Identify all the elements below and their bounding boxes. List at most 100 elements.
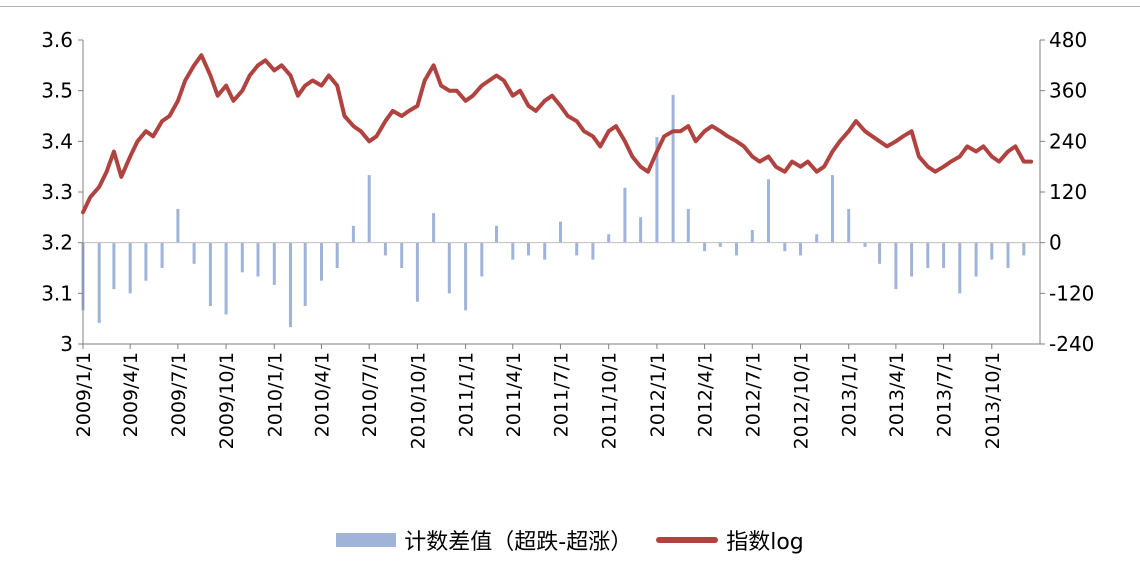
x-tick-label: 2013/7/1 <box>934 352 956 437</box>
bar-2013/3/1 <box>878 242 882 264</box>
x-tick-label: 2013/10/1 <box>982 352 1004 449</box>
left-tick-label: 3.2 <box>41 231 73 255</box>
right-tick-label: 360 <box>1049 79 1087 103</box>
left-tick-label: 3.6 <box>41 28 73 52</box>
bar-2010/10/1 <box>415 242 419 302</box>
legend-line-label: 指数log <box>726 530 804 555</box>
bar-2010/2/1 <box>289 242 292 328</box>
bar-2012/2/1 <box>671 94 675 243</box>
left-tick-label: 3.1 <box>41 281 73 305</box>
bar-2013/10/1 <box>990 242 994 260</box>
x-tick-label: 2009/10/1 <box>216 352 238 449</box>
bar-2011/6/1 <box>543 242 547 260</box>
bar-2013/5/1 <box>910 242 914 277</box>
bar-2009/8/1 <box>192 242 196 264</box>
bar-2013/4/1 <box>894 242 898 290</box>
bar-2010/9/1 <box>400 242 404 268</box>
bar-2010/11/1 <box>432 213 436 243</box>
x-tick-label: 2009/4/1 <box>120 352 142 437</box>
legend-item-bars: 计数差值（超跌-超涨） <box>336 524 632 556</box>
x-tick-label: 2010/10/1 <box>407 352 429 449</box>
bar-2013/7/1 <box>942 242 946 268</box>
top-border <box>0 6 1140 7</box>
x-tick-label: 2013/1/1 <box>839 352 861 437</box>
x-tick-label: 2012/7/1 <box>742 352 764 437</box>
legend-item-line: 指数log <box>656 524 804 556</box>
bar-2012/1/1 <box>655 137 659 243</box>
bar-2009/11/1 <box>240 242 244 273</box>
x-tick-label: 2011/1/1 <box>456 352 478 437</box>
bar-2012/8/1 <box>767 179 770 243</box>
bar-2011/7/1 <box>559 221 562 243</box>
bars-series <box>81 94 1026 328</box>
left-tick-label: 3.5 <box>41 79 73 103</box>
legend-bar-swatch <box>336 533 397 547</box>
bar-2012/3/1 <box>686 208 690 243</box>
bar-2011/5/1 <box>527 242 530 256</box>
right-tick-label: 0 <box>1049 231 1062 255</box>
bar-2013/11/1 <box>1006 242 1010 268</box>
x-tick-label: 2011/4/1 <box>503 352 525 437</box>
line-series <box>81 53 1034 215</box>
right-tick-label: -240 <box>1049 332 1094 356</box>
right-tick-label: 120 <box>1049 180 1087 204</box>
x-tick-label: 2009/1/1 <box>73 352 95 437</box>
legend-bar-label: 计数差值（超跌-超涨） <box>404 530 633 555</box>
legend-line-swatch <box>656 537 719 543</box>
bar-2010/6/1 <box>351 225 355 243</box>
x-tick-label: 2010/7/1 <box>359 352 381 437</box>
bar-2009/9/1 <box>208 242 212 306</box>
left-tick-label: 3.4 <box>41 129 73 153</box>
chart: 3 3.1 3.2 3.3 3.4 3.5 3.6 -240 -120 0 120 240 360 480… <box>41 28 1094 449</box>
axes <box>78 39 1045 349</box>
bar-2011/4/1 <box>511 242 515 260</box>
bar-2012/7/1 <box>750 230 754 243</box>
bar-2009/4/1 <box>128 242 132 294</box>
x-tick-label: 2013/4/1 <box>886 352 908 437</box>
bar-2009/12/1 <box>256 242 260 277</box>
bar-2010/12/1 <box>447 242 451 294</box>
bar-2012/12/1 <box>831 175 834 243</box>
x-tick-label: 2011/10/1 <box>599 352 621 449</box>
bar-2009/10/1 <box>224 242 228 315</box>
x-tick-label: 2012/10/1 <box>791 352 813 449</box>
bar-2011/8/1 <box>575 242 579 256</box>
bar-2013/8/1 <box>958 242 962 294</box>
bar-2011/3/1 <box>495 225 498 243</box>
bar-2010/3/1 <box>303 242 307 306</box>
bar-2009/2/1 <box>97 242 101 323</box>
bar-2013/6/1 <box>926 242 930 268</box>
legend: 计数差值（超跌-超涨） 指数log <box>0 520 1140 560</box>
left-tick-label: 3 <box>60 332 73 356</box>
bar-2009/3/1 <box>112 242 116 290</box>
right-tick-label: 240 <box>1049 129 1087 153</box>
bar-2011/2/1 <box>480 242 484 277</box>
bar-2011/10/1 <box>607 234 611 243</box>
bar-2012/10/1 <box>799 242 802 256</box>
x-tick-label: 2010/1/1 <box>264 352 286 437</box>
x-tick-label: 2012/1/1 <box>647 352 669 437</box>
bar-2010/1/1 <box>272 242 276 285</box>
bar-2009/7/1 <box>176 208 180 243</box>
bar-2010/7/1 <box>367 175 371 243</box>
bar-2012/9/1 <box>783 242 787 252</box>
bar-2013/12/1 <box>1022 242 1026 256</box>
bar-2012/6/1 <box>735 242 738 256</box>
right-tick-label: 480 <box>1049 28 1087 52</box>
bar-2013/2/1 <box>863 242 867 247</box>
bar-2012/4/1 <box>703 242 707 252</box>
bar-2011/12/1 <box>639 217 643 243</box>
x-tick-label: 2012/4/1 <box>695 352 717 437</box>
x-tick-label: 2011/7/1 <box>551 352 573 437</box>
bar-2013/1/1 <box>847 208 851 243</box>
left-tick-label: 3.3 <box>41 180 73 204</box>
index-log-line <box>81 53 1034 215</box>
x-tick-label: 2010/4/1 <box>312 352 334 437</box>
bar-2009/5/1 <box>144 242 148 281</box>
bar-2011/9/1 <box>591 242 595 260</box>
tick-labels: 3 3.1 3.2 3.3 3.4 3.5 3.6 -240 -120 0 120 240 360 480… <box>41 28 1094 449</box>
x-tick-label: 2009/7/1 <box>168 352 190 437</box>
bar-2011/11/1 <box>623 187 627 243</box>
bar-2011/1/1 <box>464 242 468 311</box>
bar-2010/4/1 <box>320 242 323 281</box>
